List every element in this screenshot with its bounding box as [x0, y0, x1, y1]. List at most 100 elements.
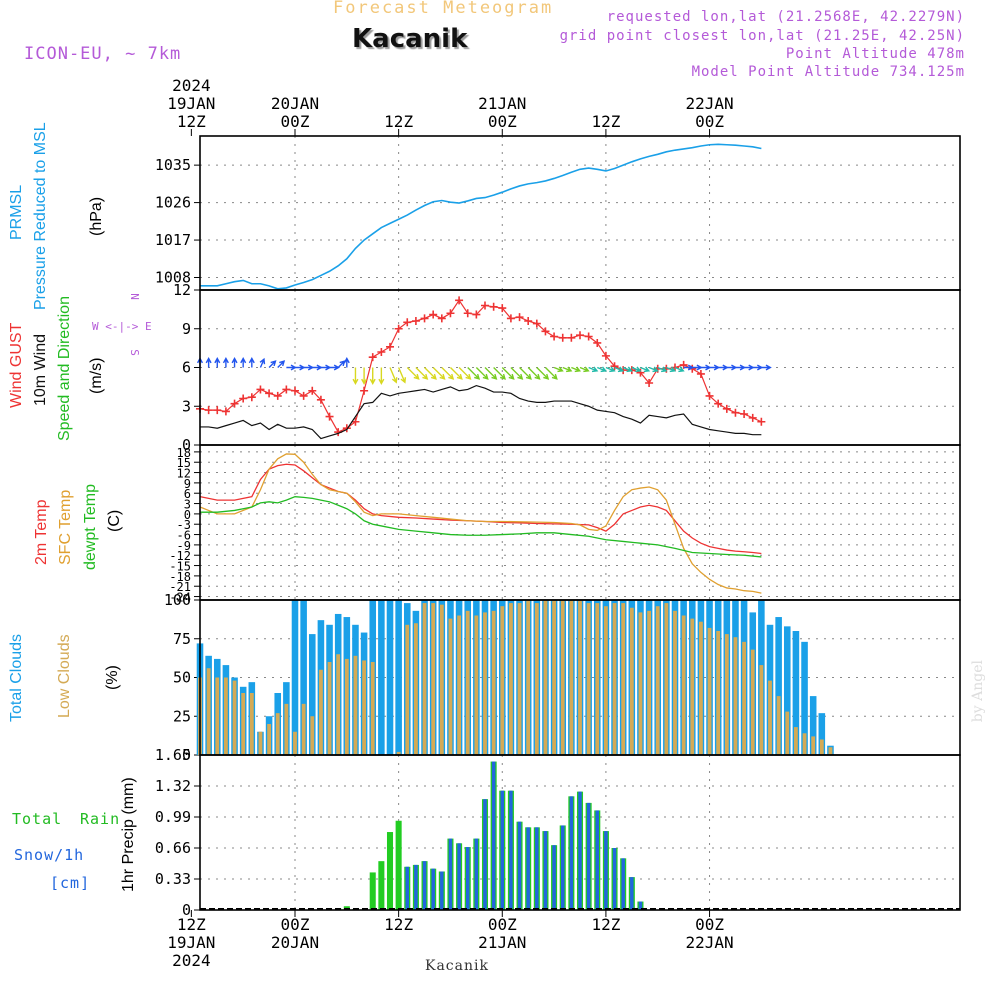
snow-bar — [638, 901, 643, 910]
snow-bar — [491, 761, 496, 910]
wind-direction-arrow — [631, 366, 642, 373]
wind-direction-arrow — [744, 364, 755, 371]
pressure-ytick-label: 1008 — [155, 269, 191, 287]
low-cloud-bar — [534, 603, 539, 755]
wind-direction-arrow — [761, 364, 772, 371]
pressure-line — [200, 143, 762, 290]
snow-bar — [595, 810, 599, 910]
temp-2m-line — [199, 463, 762, 555]
gust-marker — [550, 332, 559, 341]
wind-direction-arrow — [519, 367, 532, 380]
wind-direction-arrow — [361, 367, 368, 385]
low-cloud-bar — [396, 751, 401, 755]
top-time-label: 12Z — [177, 112, 206, 131]
gust-marker — [221, 407, 230, 416]
wind-direction-arrow — [640, 366, 651, 373]
low-cloud-bar — [621, 603, 626, 755]
clouds-ytick-label: 100 — [164, 591, 191, 609]
top-time-label: 12Z — [384, 112, 413, 131]
low-cloud-bar — [569, 600, 574, 755]
total-cloud-bar — [308, 634, 316, 755]
low-cloud-bar — [819, 739, 824, 755]
pressure-ytick-label: 1017 — [155, 231, 191, 249]
low-cloud-bar — [362, 660, 366, 755]
compass-n: N — [127, 293, 141, 300]
wind-direction-arrow — [718, 364, 729, 371]
total-cloud-bar — [775, 617, 782, 755]
temp-ytick-label: -24 — [169, 591, 191, 605]
chart-supertitle: Forecast Meteogram — [333, 0, 554, 18]
low-clouds-label: Low Clouds — [56, 634, 73, 718]
snow-bar — [440, 871, 444, 910]
gust-marker — [748, 413, 757, 422]
gust-marker — [265, 389, 274, 398]
precip-ytick-label: 0.33 — [155, 870, 191, 888]
low-cloud-bar — [750, 649, 755, 755]
total-cloud-bar — [783, 626, 791, 755]
gust-marker — [636, 368, 645, 377]
low-cloud-bar — [405, 624, 410, 755]
wind-direction-arrow — [510, 367, 524, 380]
wind-direction-arrow — [726, 364, 738, 371]
top-time-label: 19JAN — [167, 94, 215, 113]
gust-marker — [316, 395, 325, 404]
gust-marker — [463, 309, 472, 318]
wind-direction-arrow — [378, 367, 385, 385]
gust-marker — [256, 385, 265, 394]
low-cloud-bar — [457, 615, 461, 755]
wind-direction-arrow — [222, 357, 229, 368]
top-time-label: 22JAN — [685, 94, 733, 113]
wind-direction-arrow — [432, 367, 446, 380]
precip-ytick-label: 0 — [182, 901, 191, 919]
low-cloud-bar — [655, 606, 660, 755]
clouds-unit: (%) — [104, 665, 121, 690]
wind-ytick-label: 0 — [182, 436, 191, 454]
low-cloud-bar — [344, 658, 349, 755]
wind-direction-arrow — [295, 364, 306, 371]
gust-marker — [308, 386, 317, 395]
wind-direction-arrow — [614, 366, 625, 373]
temp-ytick-label: 9 — [184, 477, 191, 491]
bottom-time-label: 00Z — [695, 915, 724, 934]
gust-marker — [239, 394, 248, 403]
gust-marker — [489, 302, 498, 311]
low-cloud-bar — [595, 603, 600, 755]
low-cloud-bar — [673, 610, 677, 755]
rain-bar — [386, 832, 394, 910]
wind-direction-arrow — [268, 360, 277, 368]
wind-direction-arrow — [312, 364, 323, 371]
low-cloud-bar — [690, 618, 695, 755]
wind-direction-arrow — [248, 357, 255, 368]
snow-bar — [466, 847, 470, 910]
low-cloud-bar — [612, 603, 617, 755]
gust-marker — [705, 391, 714, 400]
low-cloud-bar — [448, 618, 453, 755]
wind-direction-arrow — [415, 367, 429, 380]
snow-bar — [586, 802, 591, 910]
low-cloud-bar — [249, 693, 254, 755]
clouds-ytick-label: 50 — [173, 669, 191, 687]
wind-direction-arrow — [553, 366, 564, 373]
precip-ytick-label: 0.66 — [155, 839, 191, 857]
gust-marker — [610, 362, 619, 371]
top-time-label: 00Z — [488, 112, 517, 131]
gust-marker — [377, 348, 386, 356]
snow-bar — [500, 790, 504, 910]
gust-marker — [291, 386, 299, 395]
wind-direction-arrow — [666, 366, 677, 373]
point-altitude: Point Altitude 478m — [785, 46, 965, 62]
snow-bar — [422, 861, 427, 910]
total-cloud-bar — [801, 641, 808, 755]
low-cloud-bar — [707, 627, 712, 755]
total-cloud-bar — [792, 631, 800, 755]
low-cloud-bar — [301, 703, 306, 755]
top-time-label: 00Z — [695, 112, 724, 131]
low-cloud-bar — [716, 631, 721, 755]
wind-direction-arrow — [441, 367, 455, 380]
gust-marker — [645, 379, 654, 387]
wind-direction-arrow — [389, 367, 398, 384]
temp-ytick-label: 0 — [184, 508, 191, 522]
low-cloud-bar — [206, 668, 211, 755]
low-cloud-bar — [517, 603, 522, 755]
